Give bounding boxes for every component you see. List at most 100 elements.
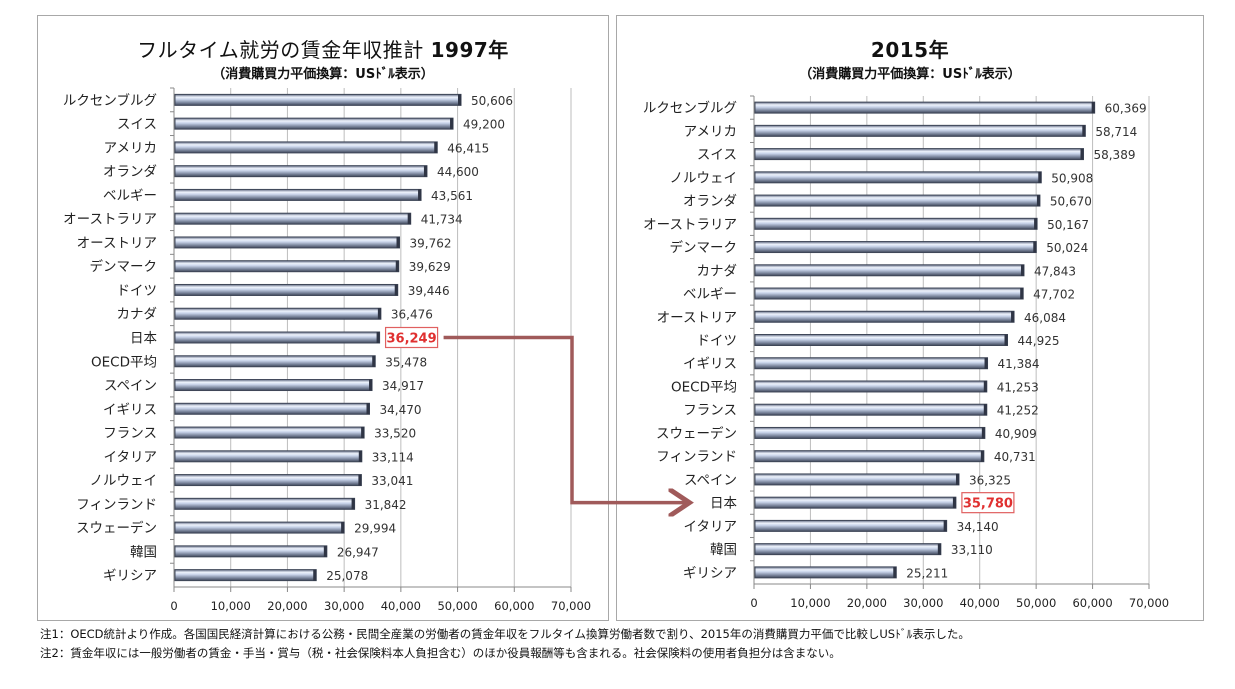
bar <box>754 450 985 463</box>
x-tick-label: 10,000 <box>211 599 251 613</box>
bar-end-cap <box>395 260 399 272</box>
chart-title-year: 1997年 <box>430 38 509 62</box>
bar <box>754 403 988 416</box>
bar-end-cap <box>407 213 411 225</box>
category-label: ギリシア <box>103 568 157 584</box>
value-label: 49,200 <box>463 118 505 132</box>
chart-title-2015: 2015年 <box>870 38 950 62</box>
category-label: 日本 <box>710 496 738 512</box>
bar-end-cap <box>1011 311 1015 323</box>
bar <box>754 171 1042 184</box>
category-label: スウェーデン <box>76 520 157 537</box>
category-label: スイス <box>697 147 737 163</box>
value-label: 46,084 <box>1024 311 1066 325</box>
category-label: ノルウェイ <box>90 473 158 489</box>
bar <box>174 521 345 534</box>
value-label: 34,140 <box>957 520 999 534</box>
value-label: 34,470 <box>379 403 421 417</box>
bar-end-cap <box>981 427 985 439</box>
category-label: スペイン <box>684 472 737 488</box>
bar-end-cap <box>1004 334 1008 346</box>
value-label: 43,561 <box>431 189 473 203</box>
value-label: 58,389 <box>1093 148 1135 162</box>
category-label: オーストラリア <box>643 217 737 233</box>
value-label: 25,078 <box>326 569 368 583</box>
bar <box>754 473 960 486</box>
category-label: オーストリア <box>77 235 157 251</box>
bar-end-cap <box>369 379 373 391</box>
x-tick-label: 50,000 <box>1016 596 1056 610</box>
category-label: オランダ <box>683 194 737 210</box>
value-label: 33,041 <box>371 474 413 488</box>
bar <box>754 426 986 439</box>
value-label: 36,476 <box>391 308 433 322</box>
bar-end-cap <box>377 308 381 320</box>
value-label: 44,600 <box>437 165 479 179</box>
category-label: フィンランド <box>656 449 737 465</box>
bar <box>174 569 317 582</box>
bar-end-cap <box>341 522 345 534</box>
bar <box>754 496 957 509</box>
bar-end-cap <box>955 473 959 485</box>
x-tick-label: 70,000 <box>1129 596 1169 610</box>
value-label: 25,211 <box>906 566 948 580</box>
category-label: イギリス <box>103 402 157 418</box>
highlight-box <box>961 492 1015 514</box>
bar <box>754 334 1009 346</box>
category-label: OECD平均 <box>671 379 737 395</box>
value-label: 35,478 <box>385 355 427 369</box>
bar <box>174 331 381 344</box>
x-tick-label: 40,000 <box>960 596 1000 610</box>
bar-end-cap <box>1033 241 1037 253</box>
x-tick-label: 50,000 <box>437 599 477 613</box>
x-tick-label: 30,000 <box>324 599 364 613</box>
bar <box>754 124 1086 137</box>
bar <box>174 141 438 154</box>
connector-line <box>443 335 686 503</box>
category-label: アメリカ <box>684 124 737 140</box>
bar <box>754 287 1024 300</box>
value-label: 60,369 <box>1105 102 1147 116</box>
bar-end-cap <box>434 141 438 153</box>
value-label: 50,670 <box>1050 195 1092 209</box>
bar-end-cap <box>1091 102 1095 114</box>
bar-end-cap <box>323 545 327 557</box>
bar <box>174 260 400 273</box>
value-label: 50,606 <box>471 94 513 108</box>
chart-1997: 0 10,000 20,000 30,000 40,000 50,000 60,000 70,… <box>63 87 591 613</box>
category-label: スイス <box>117 117 157 133</box>
value-label: 34,917 <box>382 379 424 393</box>
chart-panel-1997: フルタイム就労の賃金年収推計 1997年 （消費購買力平価換算：USﾄﾞﾙ表示） <box>37 15 609 621</box>
value-label: 41,253 <box>997 380 1039 394</box>
bar <box>174 188 422 201</box>
value-label: 46,415 <box>447 141 489 155</box>
bar-end-cap <box>376 332 380 343</box>
category-label: ルクセンブルグ <box>643 100 737 117</box>
footnote-2: 注2：賃金年収には一般労働者の賃金・手当・賞与（税・社会保険料本人負担含む）のほ… <box>40 646 841 660</box>
value-label: 41,384 <box>998 357 1040 371</box>
bar-end-cap <box>358 450 362 462</box>
value-label: 40,909 <box>995 427 1037 441</box>
bar <box>754 217 1038 230</box>
bar <box>174 474 362 487</box>
bar <box>174 497 356 510</box>
value-label: 44,925 <box>1018 334 1060 348</box>
category-label: デンマーク <box>670 239 738 256</box>
bar-end-cap <box>458 94 462 106</box>
bar <box>754 101 1096 114</box>
category-label: デンマーク <box>90 258 158 275</box>
bar-end-cap <box>358 474 362 486</box>
value-label: 33,520 <box>374 427 416 441</box>
chart-title-1997: フルタイム就労の賃金年収推計 1997年 <box>38 34 608 63</box>
bar-end-cap <box>1036 195 1040 207</box>
bar <box>174 236 401 249</box>
category-label: フィンランド <box>76 497 157 513</box>
x-tick-label: 60,000 <box>1072 596 1112 610</box>
bar-end-cap <box>983 380 987 392</box>
category-label: スウェーデン <box>656 425 737 442</box>
bar <box>174 307 382 320</box>
value-label: 33,110 <box>951 543 993 557</box>
value-label: 58,714 <box>1095 125 1137 139</box>
category-label: フランス <box>683 403 737 419</box>
